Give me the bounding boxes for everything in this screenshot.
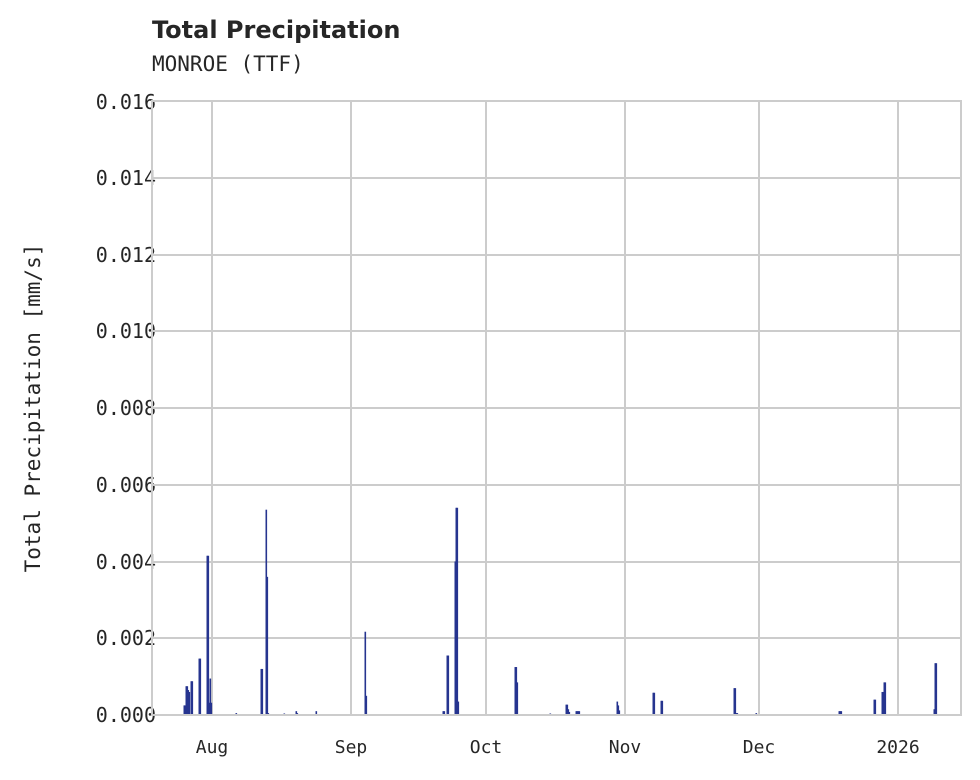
bar — [660, 700, 663, 715]
bar — [207, 555, 210, 715]
y-tick-label: 0.004 — [95, 550, 156, 574]
bar — [443, 711, 446, 715]
y-tick-label: 0.002 — [95, 626, 156, 650]
bar — [883, 682, 886, 715]
bar — [191, 681, 194, 715]
bar — [199, 658, 202, 715]
x-tick-label: 2026 — [876, 737, 920, 758]
bar — [661, 700, 664, 715]
bar — [365, 695, 368, 715]
y-tick-label: 0.012 — [95, 243, 156, 267]
y-tick-label: 0.008 — [95, 396, 156, 420]
precipitation-bars — [183, 507, 938, 715]
gridlines — [152, 101, 961, 715]
bar — [261, 668, 264, 715]
bar — [568, 711, 571, 715]
bar — [442, 711, 445, 715]
chart-title: Total Precipitation — [152, 16, 401, 44]
bar — [882, 691, 885, 715]
bar — [874, 699, 877, 715]
y-tick-label: 0.000 — [95, 703, 156, 727]
bar — [209, 678, 212, 715]
bar — [733, 688, 736, 715]
bar — [186, 686, 189, 715]
bar — [184, 705, 187, 715]
bar — [187, 690, 190, 715]
bar — [873, 699, 876, 715]
plot-frame — [151, 100, 962, 716]
bar — [653, 692, 656, 715]
bar — [210, 702, 213, 715]
bar — [447, 655, 450, 715]
bar — [457, 701, 460, 715]
y-tick-label: 0.014 — [95, 166, 156, 190]
bar — [514, 667, 517, 715]
bar — [734, 688, 737, 715]
bar — [446, 655, 449, 715]
x-tick-label: Dec — [742, 737, 776, 758]
bar — [839, 711, 842, 715]
bar — [881, 691, 884, 715]
bar — [617, 705, 620, 715]
y-tick-label: 0.010 — [95, 319, 156, 343]
y-tick-label: 0.006 — [95, 473, 156, 497]
bar — [265, 509, 268, 715]
bar — [455, 507, 458, 715]
bar — [838, 711, 841, 715]
bar — [567, 709, 570, 715]
bar — [515, 667, 518, 715]
x-tick-label: Aug — [195, 737, 229, 758]
bar — [183, 705, 186, 715]
bar — [198, 658, 201, 715]
bar — [652, 692, 655, 715]
bar — [576, 711, 579, 715]
bar — [208, 702, 211, 715]
chart-subtitle: MONROE (TTF) — [152, 52, 304, 76]
bar — [578, 711, 581, 715]
bar — [575, 711, 578, 715]
bar — [935, 663, 938, 715]
bar — [206, 555, 209, 715]
x-tick-label: Nov — [608, 737, 642, 758]
x-tick-label: Oct — [469, 737, 503, 758]
bar — [315, 711, 318, 715]
bar — [185, 686, 188, 715]
bar — [840, 711, 843, 715]
bar — [577, 711, 580, 715]
bar — [565, 704, 568, 715]
bar — [616, 701, 619, 715]
bar — [566, 704, 569, 715]
bar — [188, 691, 191, 715]
bar — [934, 663, 937, 715]
x-tick-label: Sep — [334, 737, 368, 758]
bar — [190, 681, 193, 715]
bar — [295, 711, 298, 715]
bar — [266, 576, 269, 715]
bar — [933, 709, 936, 715]
bar — [516, 682, 519, 715]
bar — [364, 631, 367, 715]
bar — [618, 710, 621, 715]
bar — [260, 668, 263, 715]
bar — [454, 561, 457, 715]
y-tick-label: 0.016 — [95, 90, 156, 114]
bar — [884, 682, 887, 715]
bar — [456, 507, 459, 715]
